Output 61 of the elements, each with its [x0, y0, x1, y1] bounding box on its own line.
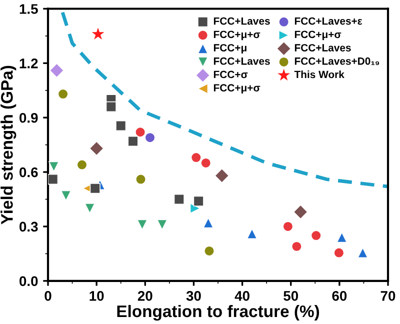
point [357, 247, 368, 258]
point [336, 232, 348, 243]
y-tick-label: 1.5 [20, 4, 38, 14]
legend-label: FCC+μ+σ [214, 84, 260, 94]
y-tick-label: 1.2 [20, 58, 38, 68]
legend-label: FCC+σ [214, 70, 248, 78]
point [310, 230, 322, 241]
point [174, 194, 184, 205]
point [293, 204, 308, 220]
point [202, 218, 214, 228]
point [48, 174, 58, 185]
legend-label: This Work [294, 70, 344, 78]
point [89, 141, 104, 156]
legend-label: FCC+Laves [214, 17, 270, 25]
point [190, 152, 202, 163]
point [135, 174, 146, 185]
legend-label: FCC+μ+σ [214, 30, 260, 40]
point [334, 247, 344, 258]
y-tick-label: 0.3 [20, 222, 38, 232]
point [49, 63, 64, 78]
x-axis-title: Elongation to fracture (%) [117, 304, 320, 321]
point [128, 136, 138, 147]
point [84, 203, 96, 214]
point [193, 196, 204, 206]
x-tick-label: 0 [44, 290, 52, 301]
point [48, 161, 60, 172]
point [190, 203, 200, 214]
y-axis-title: Yield strength (GPa) [0, 66, 16, 224]
point [156, 219, 168, 230]
y-tick-label: 0.6 [20, 167, 38, 178]
y-tick-label: 0.9 [20, 112, 38, 123]
legend-label: FCC+Laves [214, 57, 270, 65]
x-tick-label: 40 [234, 290, 250, 301]
legend-label: FCC+Laves [294, 44, 351, 52]
legend-label: FCC+Laves+D0₁₉ [294, 57, 380, 66]
x-tick-label: 30 [186, 290, 201, 301]
point [134, 126, 146, 138]
point [58, 88, 68, 100]
legend-label: FCC+μ [214, 44, 246, 54]
point [76, 159, 88, 170]
point [116, 120, 126, 132]
point [90, 183, 100, 194]
point [60, 190, 72, 201]
point [291, 241, 302, 252]
point [282, 221, 294, 232]
x-tick-label: 70 [380, 290, 396, 301]
point [200, 158, 212, 168]
legend-label: FCC+Laves+ε [294, 17, 362, 25]
point [246, 228, 258, 240]
point [106, 101, 116, 112]
line-series [60, 10, 388, 188]
point [136, 219, 148, 230]
point [214, 168, 230, 184]
x-tick-label: 20 [138, 290, 152, 301]
x-tick-label: 10 [90, 290, 104, 301]
point [204, 246, 215, 256]
x-tick-label: 60 [332, 290, 347, 301]
legend-label: FCC+μ+σ [294, 30, 342, 40]
y-tick-label: 0.0 [20, 276, 38, 286]
point [144, 132, 156, 143]
x-tick-label: 50 [284, 290, 298, 301]
